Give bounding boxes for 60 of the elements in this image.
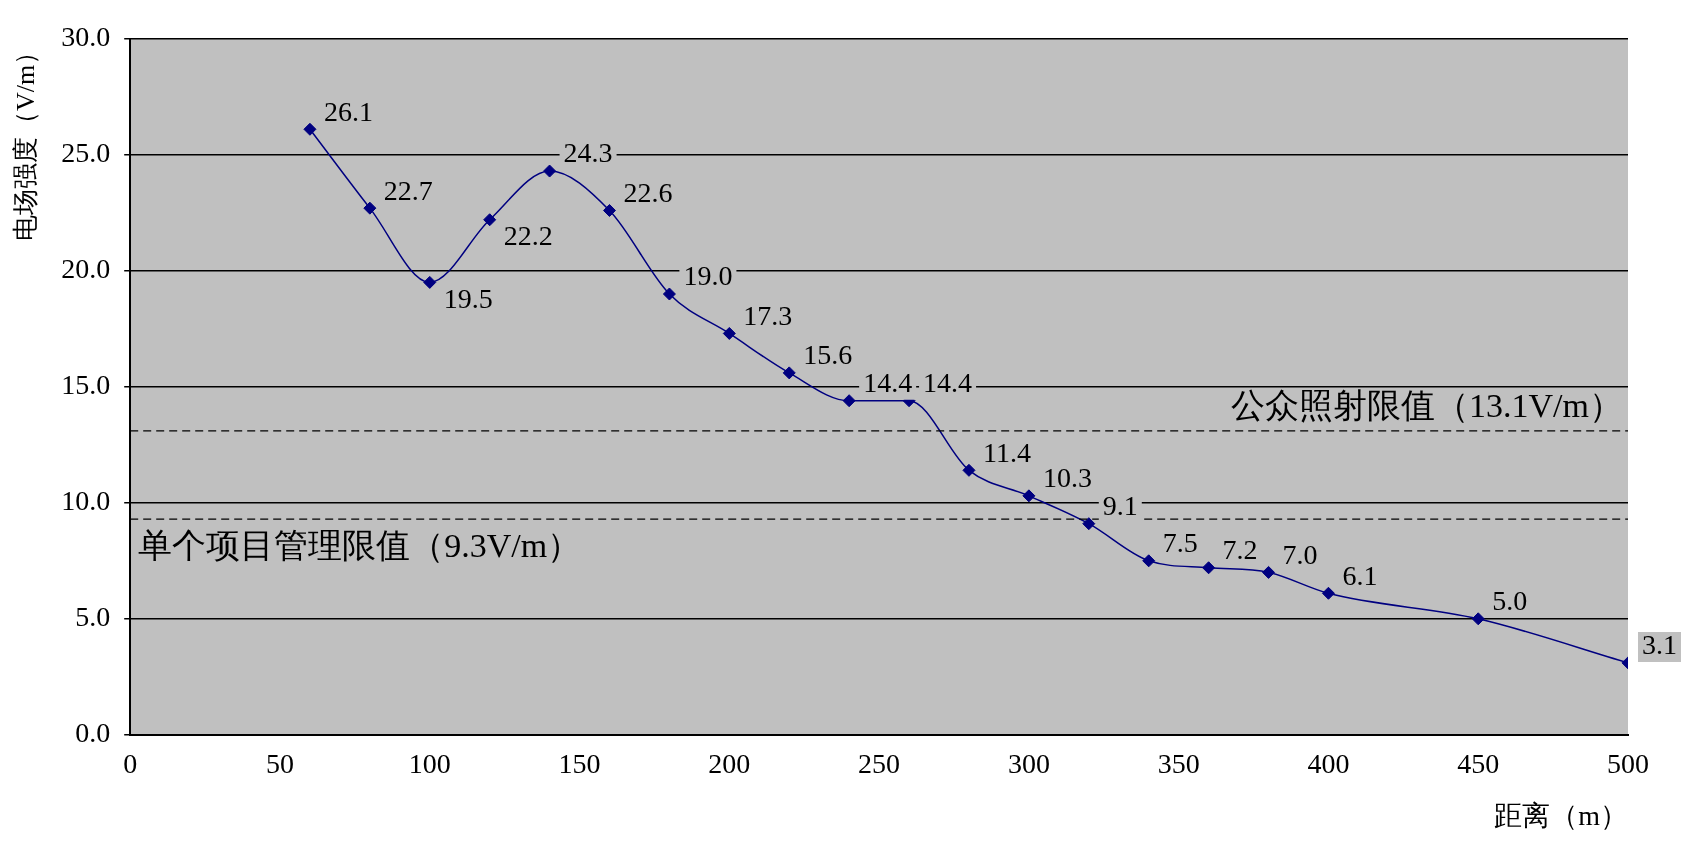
data-label: 9.1 — [1102, 490, 1138, 522]
ref-line-label: 单个项目管理限值（9.3V/m） — [138, 526, 582, 564]
point — [543, 164, 557, 178]
y-axis-title: 电场强度（V/m） — [11, 38, 41, 242]
point — [483, 213, 497, 227]
point — [782, 366, 796, 380]
y-tick-label: 25.0 — [61, 137, 111, 169]
point — [842, 394, 856, 408]
data-label: 3.1 — [1642, 629, 1677, 661]
data-label: 24.3 — [563, 137, 613, 169]
data-label: 14.4 — [863, 367, 913, 399]
point — [363, 201, 377, 215]
point — [1142, 554, 1156, 568]
x-tick-label: 50 — [265, 747, 294, 779]
x-tick-label: 100 — [408, 747, 451, 779]
data-label: 10.3 — [1042, 462, 1092, 494]
point — [662, 287, 676, 301]
point — [423, 275, 437, 289]
ref-line-label: 公众照射限值（13.1V/m） — [1231, 386, 1623, 424]
data-label: 7.5 — [1162, 527, 1198, 559]
data-label: 19.5 — [443, 282, 493, 314]
data-label: 6.1 — [1342, 559, 1378, 591]
data-label: 22.7 — [383, 174, 433, 206]
point — [1471, 612, 1485, 626]
point — [303, 122, 317, 136]
data-label: 7.2 — [1222, 534, 1258, 566]
data-label: 11.4 — [982, 436, 1031, 468]
point — [1082, 517, 1096, 531]
point — [722, 326, 736, 340]
x-tick-label: 250 — [858, 747, 901, 779]
y-tick-label: 15.0 — [61, 369, 111, 401]
x-tick-label: 350 — [1157, 747, 1200, 779]
y-tick-label: 5.0 — [75, 601, 111, 633]
point — [962, 463, 976, 477]
data-label: 14.4 — [923, 367, 973, 399]
point — [1022, 489, 1036, 503]
point — [603, 203, 616, 217]
x-axis-title: 距离（m） — [1494, 799, 1628, 831]
data-label: 7.0 — [1282, 538, 1318, 570]
point — [1202, 561, 1216, 575]
x-tick-label: 200 — [708, 747, 751, 779]
y-tick-label: 20.0 — [61, 253, 111, 285]
x-tick-label: 500 — [1607, 747, 1649, 779]
data-label: 22.2 — [503, 220, 553, 252]
data-label: 5.0 — [1492, 585, 1528, 617]
point — [1262, 565, 1276, 579]
y-tick-label: 10.0 — [61, 485, 111, 517]
y-tick-label: 0.0 — [75, 717, 111, 749]
x-tick-label: 150 — [558, 747, 601, 779]
x-tick-label: 0 — [123, 747, 138, 779]
y-tick-label: 30.0 — [61, 21, 111, 53]
x-tick-label: 450 — [1457, 747, 1500, 779]
x-tick-label: 400 — [1307, 747, 1350, 779]
point — [1321, 586, 1335, 600]
data-label: 17.3 — [743, 299, 793, 331]
data-label: 22.6 — [623, 176, 673, 208]
data-label: 26.1 — [323, 95, 373, 127]
data-label: 19.0 — [683, 260, 733, 292]
x-tick-label: 300 — [1007, 747, 1050, 779]
data-label: 15.6 — [803, 339, 853, 371]
